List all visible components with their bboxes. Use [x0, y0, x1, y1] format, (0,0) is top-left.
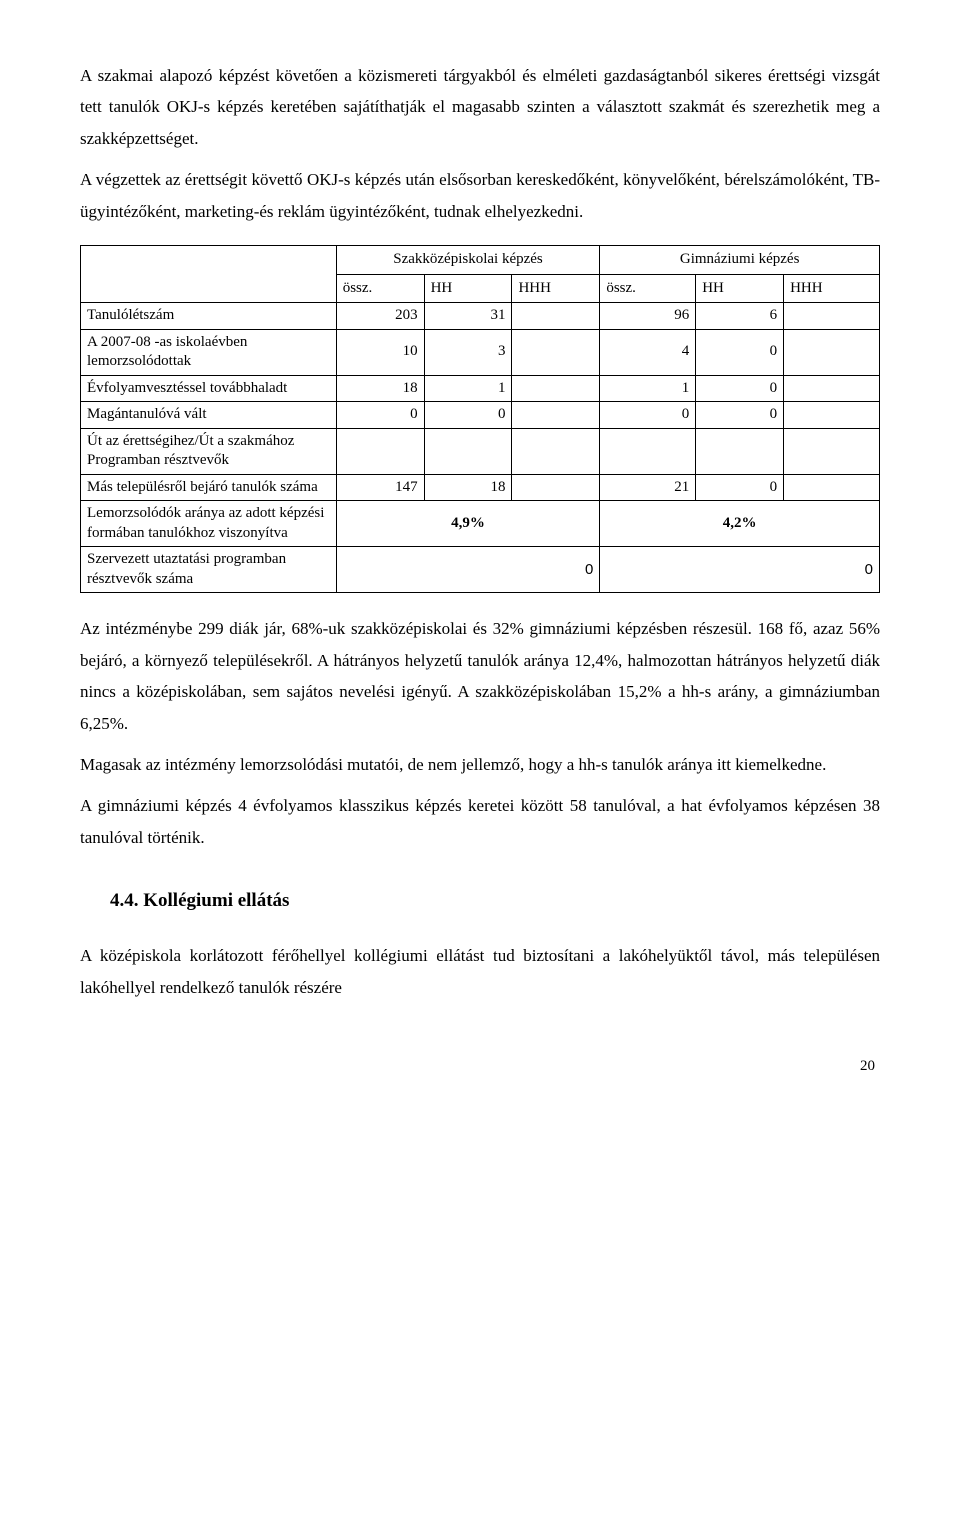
cell: 31 [424, 303, 512, 330]
cell [336, 428, 424, 474]
cell: 1 [600, 375, 696, 402]
table-corner-empty [81, 246, 337, 303]
cell: 18 [424, 474, 512, 501]
row-label: Magántanulóvá vált [81, 402, 337, 429]
cell: 0 [696, 329, 784, 375]
row-label: Út az érettségihez/Út a szakmához Progra… [81, 428, 337, 474]
row-label: Más településről bejáró tanulók száma [81, 474, 337, 501]
cell [512, 402, 600, 429]
cell [512, 375, 600, 402]
colhead-hh-1: HH [424, 274, 512, 303]
intro-paragraph-2: A végzettek az érettségit követtő OKJ-s … [80, 164, 880, 227]
cell [512, 474, 600, 501]
cell: 3 [424, 329, 512, 375]
cell: 147 [336, 474, 424, 501]
table-row: Szervezett utaztatási programban résztve… [81, 547, 880, 593]
colhead-hh-2: HH [696, 274, 784, 303]
data-table: Szakközépiskolai képzés Gimnáziumi képzé… [80, 245, 880, 593]
cell [512, 329, 600, 375]
cell [784, 402, 880, 429]
table-row: Magántanulóvá vált 0 0 0 0 [81, 402, 880, 429]
cell: 4 [600, 329, 696, 375]
cell [696, 428, 784, 474]
cell: 0 [696, 474, 784, 501]
table-header-row-1: Szakközépiskolai képzés Gimnáziumi képzé… [81, 246, 880, 275]
intro-paragraph-1: A szakmai alapozó képzést követően a köz… [80, 60, 880, 154]
cell-merged: 4,2% [600, 501, 880, 547]
table-row: Lemorzsolódók aránya az adott képzési fo… [81, 501, 880, 547]
table-row: A 2007-08 -as iskolaévben lemorzsolódott… [81, 329, 880, 375]
cell-merged: 0 [336, 547, 600, 593]
cell-merged: 4,9% [336, 501, 600, 547]
row-label: Tanulólétszám [81, 303, 337, 330]
cell [512, 428, 600, 474]
row-label: Szervezett utaztatási programban résztve… [81, 547, 337, 593]
section-heading-kollegium: 4.4. Kollégiumi ellátás [110, 883, 880, 918]
cell: 0 [696, 375, 784, 402]
cell: 10 [336, 329, 424, 375]
cell: 0 [336, 402, 424, 429]
cell: 0 [424, 402, 512, 429]
page-number: 20 [80, 1053, 880, 1081]
cell [424, 428, 512, 474]
cell: 203 [336, 303, 424, 330]
after-paragraph-3: A gimnáziumi képzés 4 évfolyamos klasszi… [80, 790, 880, 853]
cell [784, 303, 880, 330]
cell [784, 474, 880, 501]
colhead-hhh-1: HHH [512, 274, 600, 303]
cell: 6 [696, 303, 784, 330]
colhead-ossz-1: össz. [336, 274, 424, 303]
cell-merged: 0 [600, 547, 880, 593]
cell: 0 [696, 402, 784, 429]
cell [784, 428, 880, 474]
cell [784, 375, 880, 402]
row-label: Lemorzsolódók aránya az adott képzési fo… [81, 501, 337, 547]
cell: 21 [600, 474, 696, 501]
table-row: Évfolyamvesztéssel továbbhaladt 18 1 1 0 [81, 375, 880, 402]
column-group-szakkozep: Szakközépiskolai képzés [336, 246, 600, 275]
cell [512, 303, 600, 330]
table-row: Más településről bejáró tanulók száma 14… [81, 474, 880, 501]
section-paragraph-1: A középiskola korlátozott férőhellyel ko… [80, 940, 880, 1003]
cell [600, 428, 696, 474]
cell: 96 [600, 303, 696, 330]
column-group-gimnazium: Gimnáziumi képzés [600, 246, 880, 275]
table-row: Út az érettségihez/Út a szakmához Progra… [81, 428, 880, 474]
after-paragraph-2: Magasak az intézmény lemorzsolódási muta… [80, 749, 880, 780]
cell: 18 [336, 375, 424, 402]
row-label: Évfolyamvesztéssel továbbhaladt [81, 375, 337, 402]
cell: 1 [424, 375, 512, 402]
colhead-ossz-2: össz. [600, 274, 696, 303]
row-label: A 2007-08 -as iskolaévben lemorzsolódott… [81, 329, 337, 375]
colhead-hhh-2: HHH [784, 274, 880, 303]
after-paragraph-1: Az intézménybe 299 diák jár, 68%-uk szak… [80, 613, 880, 739]
cell [784, 329, 880, 375]
cell: 0 [600, 402, 696, 429]
table-row: Tanulólétszám 203 31 96 6 [81, 303, 880, 330]
